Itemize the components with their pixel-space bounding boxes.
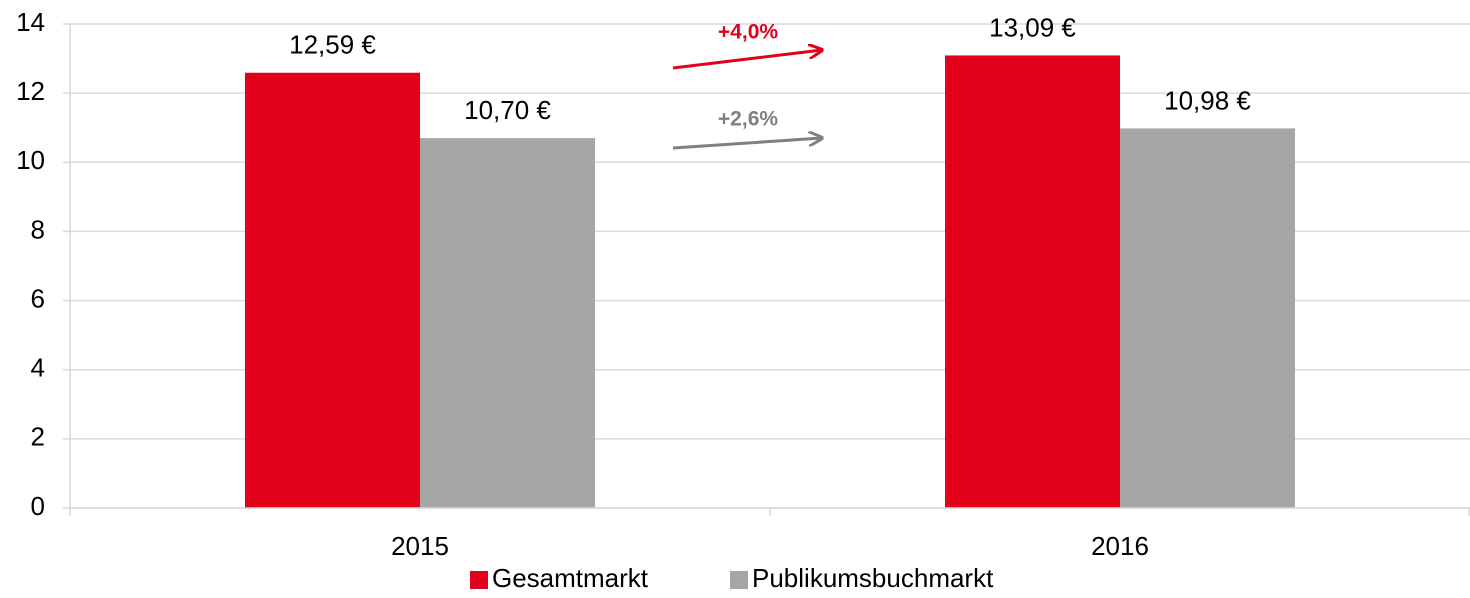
y-tick-label: 8 [31, 214, 45, 244]
y-tick-label: 2 [31, 422, 45, 452]
annotation: +4,0% [718, 21, 778, 44]
y-tick-label: 10 [16, 145, 45, 175]
y-tick-label: 4 [31, 353, 45, 383]
value-label: 10,70 € [464, 95, 551, 125]
value-label: 10,98 € [1164, 85, 1251, 115]
x-tick-label: 2015 [391, 531, 449, 561]
x-tick-label: 2016 [1091, 531, 1149, 561]
y-tick-label: 14 [16, 7, 45, 37]
annotation-arrow [672, 50, 822, 70]
y-tick-label: 12 [16, 76, 45, 106]
legend-swatch [470, 571, 488, 589]
value-label: 12,59 € [289, 30, 376, 60]
y-tick-label: 6 [31, 283, 45, 313]
value-label: 13,09 € [989, 12, 1076, 42]
bar [1120, 128, 1295, 509]
bar [420, 138, 595, 509]
bar [245, 72, 420, 508]
legend-swatch [730, 571, 748, 589]
bar [945, 55, 1120, 509]
y-tick-label: 0 [31, 491, 45, 521]
annotation: +2,6% [718, 108, 778, 131]
legend-label: Publikumsbuchmarkt [752, 563, 994, 593]
annotation-arrow [672, 138, 822, 150]
legend-label: Gesamtmarkt [492, 563, 649, 593]
